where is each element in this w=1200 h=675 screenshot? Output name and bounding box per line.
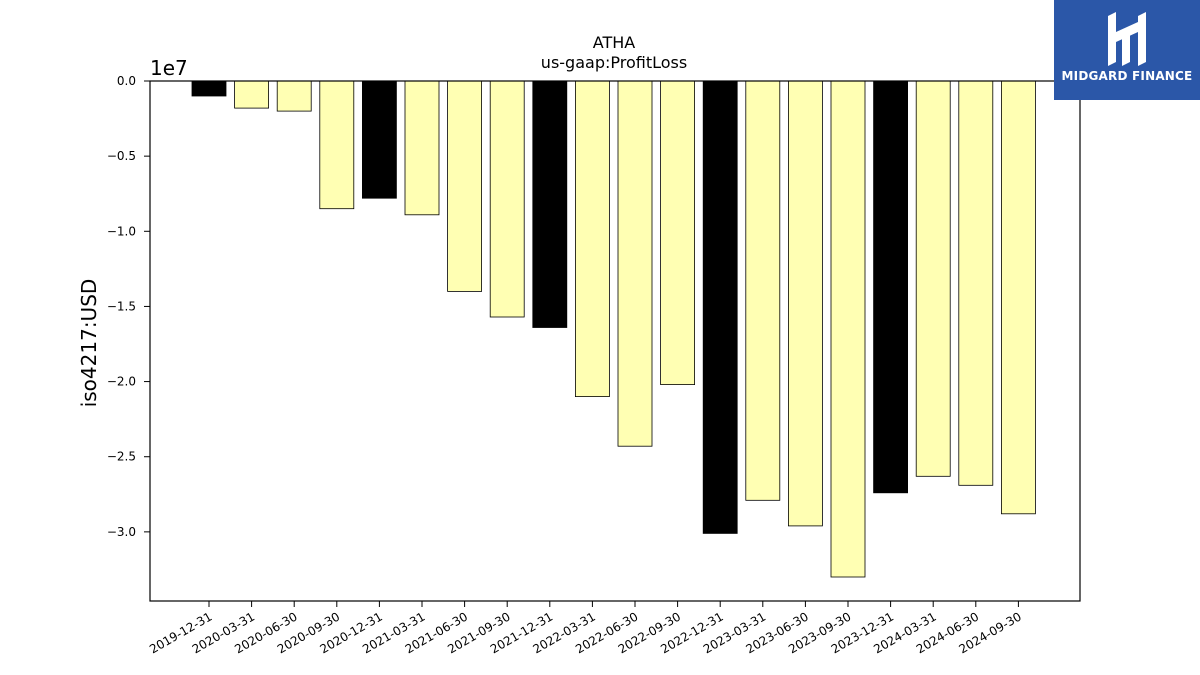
bar-2020-06-30 [276, 80, 312, 112]
bar-2023-12-31 [873, 80, 908, 494]
bar-2022-06-30 [617, 80, 653, 447]
bar-2024-03-31 [915, 80, 951, 477]
bar-2021-03-31 [404, 80, 440, 216]
y-tick-label: −2.5 [107, 450, 136, 464]
plot-frame [149, 80, 1081, 602]
y-tick-label: −0.5 [107, 149, 136, 163]
bar-2020-03-31 [234, 80, 270, 109]
bar-2021-09-30 [489, 80, 525, 318]
chart-title: ATHA [593, 33, 636, 52]
bar-2023-09-30 [830, 80, 866, 578]
y-ticks-group: 0.0 −0.5 −1.0 −1.5 −2.0 −2.5 −3.0 [107, 74, 150, 539]
y-tick-label: −1.5 [107, 299, 136, 313]
x-ticks-group: 2019-12-312020-03-312020-06-302020-09-30… [147, 601, 1024, 656]
bar-2021-12-31 [532, 80, 568, 328]
bar-2024-06-30 [958, 80, 994, 486]
brand-logo: MIDGARD FINANCE [1054, 0, 1200, 100]
brand-logo-text: MIDGARD FINANCE [1061, 69, 1193, 83]
bar-2022-09-30 [660, 80, 695, 386]
bar-2023-03-31 [745, 80, 781, 501]
bars-group [191, 80, 1036, 578]
midgard-logo-icon [1108, 12, 1146, 66]
y-tick-label: −3.0 [107, 525, 136, 539]
chart-subtitle: us-gaap:ProfitLoss [541, 53, 687, 72]
bar-2024-09-30 [1001, 80, 1036, 515]
bar-2022-12-31 [702, 80, 738, 534]
bar-2019-12-31 [191, 80, 227, 97]
y-axis-multiplier: 1e7 [150, 56, 188, 80]
bar-2020-09-30 [319, 80, 355, 210]
y-axis-label: iso4217:USD [77, 279, 101, 408]
bar-2021-06-30 [447, 80, 483, 292]
bar-2020-12-31 [361, 80, 397, 199]
y-tick-label: −2.0 [107, 375, 136, 389]
bar-2023-06-30 [788, 80, 823, 527]
y-tick-label: 0.0 [117, 74, 136, 88]
bar-2022-03-31 [575, 80, 610, 398]
y-tick-label: −1.0 [107, 224, 136, 238]
